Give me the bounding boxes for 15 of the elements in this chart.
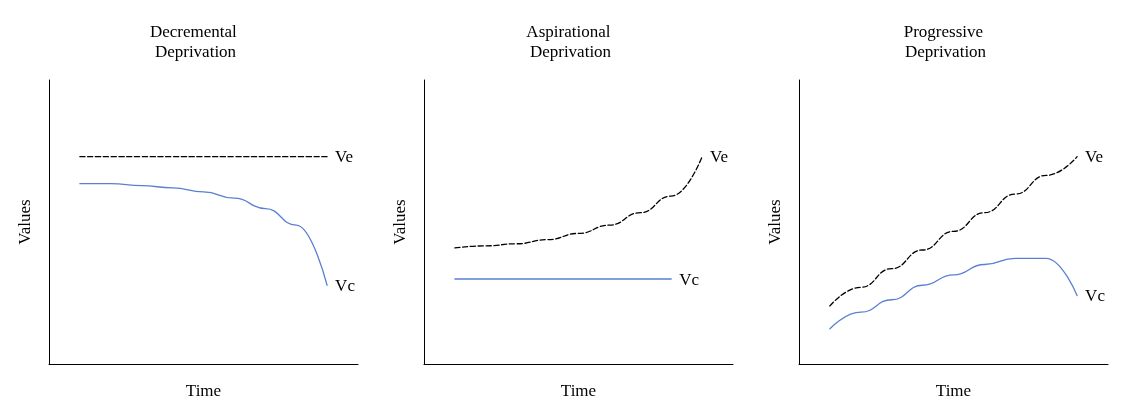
- series-label: Ve: [1085, 147, 1104, 167]
- x-axis-title: Time: [560, 381, 597, 400]
- y-axis-title: Values: [390, 199, 409, 245]
- y-axis-title: Values: [15, 199, 34, 245]
- series-label: Ve: [335, 147, 354, 167]
- y-axis-title: Values: [765, 199, 784, 245]
- series-label: Ve: [710, 147, 729, 167]
- x-axis-title: Time: [185, 381, 222, 400]
- series-label: Vc: [1085, 286, 1106, 306]
- x-axis-title: Time: [935, 381, 972, 400]
- chart-title: Progressive Deprivation: [903, 21, 988, 61]
- chart-title: Decremental Deprivation: [149, 21, 242, 61]
- series-label: Vc: [335, 275, 356, 295]
- chart-title: Aspirational Deprivation: [526, 21, 615, 61]
- series-label: Vc: [679, 269, 700, 289]
